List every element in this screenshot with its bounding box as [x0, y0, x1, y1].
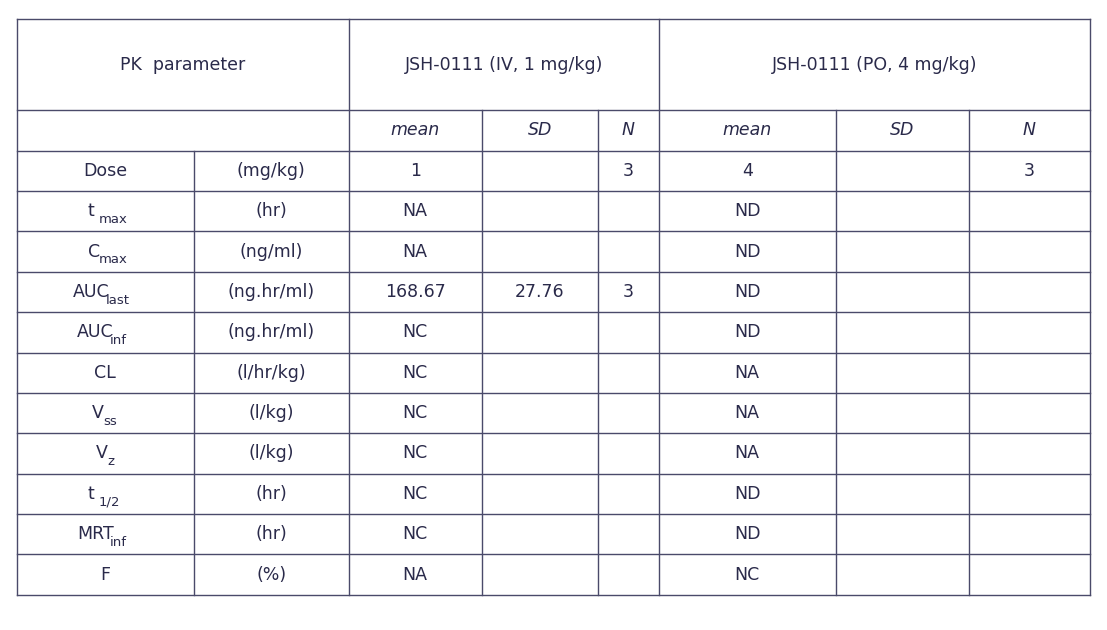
Text: inf: inf	[110, 334, 126, 347]
Text: F: F	[100, 566, 111, 583]
Text: NC: NC	[403, 485, 427, 503]
Text: NC: NC	[403, 364, 427, 382]
Text: N: N	[622, 122, 634, 139]
Text: (%): (%)	[256, 566, 287, 583]
Text: AUC: AUC	[73, 283, 110, 301]
Text: NC: NC	[403, 323, 427, 341]
Text: t: t	[87, 485, 94, 503]
Text: (l/hr/kg): (l/hr/kg)	[237, 364, 306, 382]
Text: ND: ND	[734, 243, 761, 261]
Text: (hr): (hr)	[256, 202, 287, 220]
Text: NA: NA	[735, 364, 759, 382]
Text: ss: ss	[103, 415, 116, 428]
Text: (hr): (hr)	[256, 485, 287, 503]
Text: (ng/ml): (ng/ml)	[239, 243, 303, 261]
Text: (l/kg): (l/kg)	[248, 444, 294, 462]
Text: ND: ND	[734, 323, 761, 341]
Text: C: C	[87, 243, 100, 261]
Text: SD: SD	[527, 122, 552, 139]
Text: (hr): (hr)	[256, 525, 287, 543]
Text: max: max	[99, 213, 128, 226]
Text: 3: 3	[623, 283, 633, 301]
Text: NA: NA	[403, 243, 427, 261]
Text: ND: ND	[734, 283, 761, 301]
Text: mean: mean	[391, 122, 439, 139]
Text: 1: 1	[410, 162, 421, 180]
Text: JSH‑0111 (IV, 1 mg/kg): JSH‑0111 (IV, 1 mg/kg)	[404, 55, 603, 74]
Text: ND: ND	[734, 485, 761, 503]
Text: NC: NC	[735, 566, 759, 583]
Text: inf: inf	[110, 536, 126, 549]
Text: NC: NC	[403, 525, 427, 543]
Text: (ng.hr/ml): (ng.hr/ml)	[228, 323, 314, 341]
Text: NC: NC	[403, 404, 427, 422]
Text: 4: 4	[742, 162, 753, 180]
Text: CL: CL	[94, 364, 116, 382]
Text: JSH‑0111 (PO, 4 mg/kg): JSH‑0111 (PO, 4 mg/kg)	[772, 55, 977, 74]
Text: NA: NA	[735, 404, 759, 422]
Text: 27.76: 27.76	[515, 283, 565, 301]
Text: NA: NA	[735, 444, 759, 462]
Text: 168.67: 168.67	[385, 283, 445, 301]
Text: 1/2: 1/2	[99, 496, 121, 508]
Text: ND: ND	[734, 525, 761, 543]
Text: PK  parameter: PK parameter	[120, 55, 246, 74]
Text: AUC: AUC	[77, 323, 114, 341]
Text: SD: SD	[890, 122, 914, 139]
Text: max: max	[99, 253, 128, 266]
Text: MRT: MRT	[77, 525, 114, 543]
Text: Dose: Dose	[83, 162, 127, 180]
Text: NC: NC	[403, 444, 427, 462]
Text: N: N	[1023, 122, 1036, 139]
Text: mean: mean	[723, 122, 772, 139]
Text: last: last	[105, 294, 130, 307]
Text: 3: 3	[623, 162, 633, 180]
Text: (l/kg): (l/kg)	[248, 404, 294, 422]
Text: (ng.hr/ml): (ng.hr/ml)	[228, 283, 314, 301]
Text: (mg/kg): (mg/kg)	[237, 162, 306, 180]
Text: ND: ND	[734, 202, 761, 220]
Text: t: t	[87, 202, 94, 220]
Text: NA: NA	[403, 566, 427, 583]
Text: V: V	[92, 404, 103, 422]
Text: V: V	[95, 444, 107, 462]
Text: 3: 3	[1024, 162, 1035, 180]
Text: z: z	[107, 455, 114, 468]
Text: NA: NA	[403, 202, 427, 220]
